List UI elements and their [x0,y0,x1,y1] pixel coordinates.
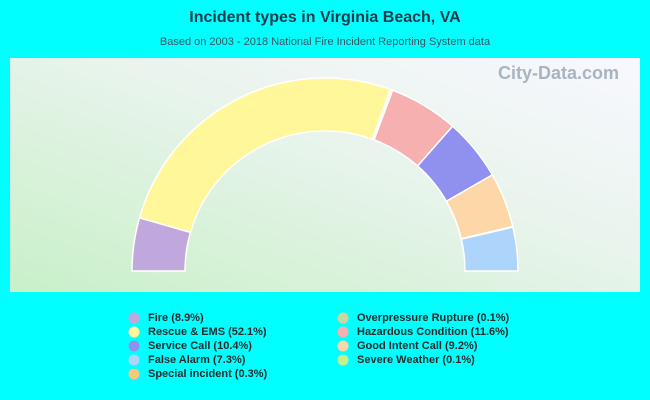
legend-label: Overpressure Rupture (0.1%) [357,312,510,324]
legend-swatch [128,340,140,352]
legend-swatch [337,326,349,338]
legend-label: Hazardous Condition (11.6%) [357,326,509,338]
legend-swatch [128,354,140,366]
legend-label: Severe Weather (0.1%) [357,354,475,366]
legend-label: Service Call (10.4%) [148,340,252,352]
watermark: City-Data.com [498,63,619,83]
slice [460,226,519,272]
chart-title: Incident types in Virginia Beach, VA [189,9,461,26]
legend-swatch [337,312,349,324]
legend-label: Fire (8.9%) [148,312,204,324]
legend-swatch [128,326,140,338]
legend-label: Good Intent Call (9.2%) [357,340,478,352]
legend-swatch [128,312,140,324]
legend-label: Special incident (0.3%) [148,368,268,380]
legend-swatch [128,368,140,380]
legend-label: False Alarm (7.3%) [148,354,246,366]
chart-subtitle: Based on 2003 - 2018 National Fire Incid… [160,36,491,48]
legend-label: Rescue & EMS (52.1%) [148,326,267,338]
legend-swatch [337,354,349,366]
legend-swatch [337,340,349,352]
